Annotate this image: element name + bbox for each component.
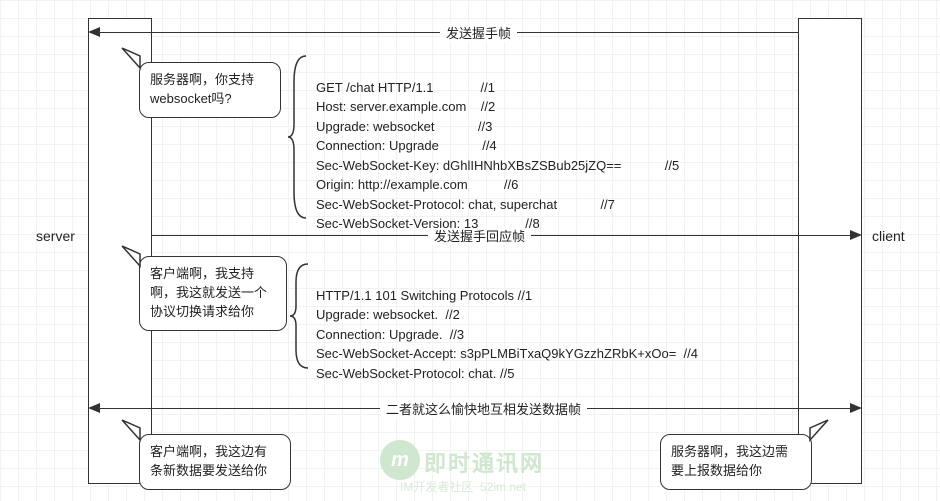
speech-pointer-2 [120, 244, 142, 268]
arrow-handshake-label: 发送握手帧 [440, 23, 517, 42]
arrow-response-head [850, 230, 862, 240]
speech-server-reply: 客户端啊，我支持 啊，我这就发送一个 协议切换请求给你 [139, 256, 287, 331]
brace-2 [288, 260, 312, 372]
speech-client-data: 服务器啊，我这边需 要上报数据给你 [660, 434, 812, 490]
watermark-sub: IM开发者社区 52im.net [400, 478, 526, 495]
watermark-badge: m [380, 440, 420, 480]
client-lifeline [798, 18, 862, 484]
brace-1 [286, 52, 310, 222]
speech-pointer-1 [120, 46, 142, 70]
speech-pointer-3 [120, 418, 142, 442]
arrow-data-head-r [850, 403, 862, 413]
arrow-data-label: 二者就这么愉快地互相发送数据帧 [380, 399, 587, 418]
watermark-main: 即时通讯网 [424, 446, 544, 478]
client-label: client [872, 228, 905, 244]
server-label: server [36, 228, 75, 244]
speech-pointer-4 [808, 418, 830, 442]
speech-server-ask: 服务器啊，你支持 websocket吗? [139, 62, 281, 118]
http-response: HTTP/1.1 101 Switching Protocols //1 Upg… [316, 266, 698, 383]
http-request: GET /chat HTTP/1.1 //1 Host: server.exam… [316, 58, 679, 234]
arrow-handshake-head [88, 27, 100, 37]
speech-server-data: 客户端啊，我这边有 条新数据要发送给你 [139, 434, 291, 490]
diagram-canvas: m 即时通讯网 IM开发者社区 52im.net server client 发… [0, 0, 940, 501]
arrow-data-head-l [88, 403, 100, 413]
